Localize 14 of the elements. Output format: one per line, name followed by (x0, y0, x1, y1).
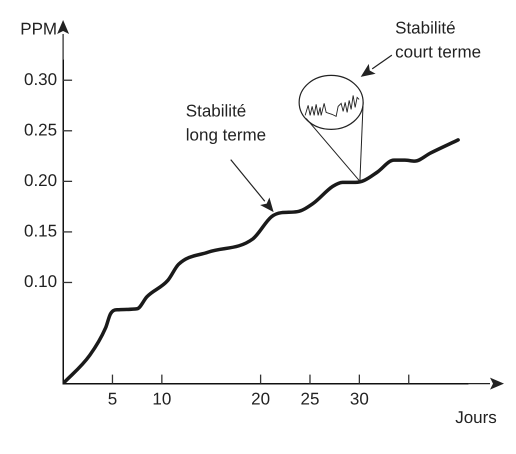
annotation: Stabilité court terme (395, 18, 482, 62)
y-tick-label: 0.20 (24, 171, 58, 190)
y-tick-label: 0.25 (24, 120, 58, 140)
x-tick-label: 30 (350, 389, 369, 408)
y-tick-label: 0.10 (24, 272, 58, 292)
x-axis-title: Jours (455, 408, 497, 427)
y-tick-label: 0.15 (24, 222, 58, 241)
y-axis-title: PPM (20, 20, 58, 39)
annotation: Stabilité long terme (186, 101, 266, 144)
x-tick-label: 5 (108, 389, 118, 408)
x-tick-label: 10 (152, 389, 172, 408)
x-tick-label: 25 (300, 389, 320, 408)
x-tick-label: 20 (251, 389, 270, 408)
y-tick-label: 0.30 (24, 70, 58, 89)
